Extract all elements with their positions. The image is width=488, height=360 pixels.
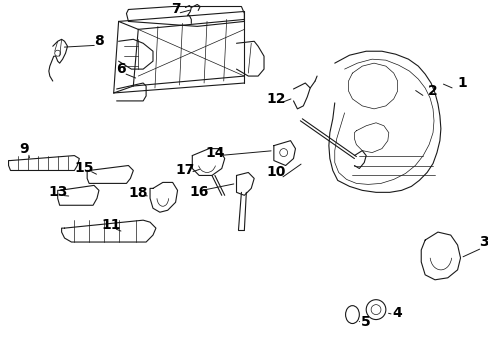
Text: 10: 10 — [265, 166, 285, 180]
Text: 4: 4 — [392, 306, 402, 320]
Text: 12: 12 — [265, 92, 285, 106]
Text: 15: 15 — [74, 162, 94, 175]
Text: 5: 5 — [361, 315, 370, 329]
Text: 2: 2 — [427, 84, 437, 98]
Text: 16: 16 — [189, 185, 208, 199]
Text: 3: 3 — [478, 235, 488, 249]
Text: 11: 11 — [101, 218, 120, 232]
Text: 1: 1 — [457, 76, 467, 90]
Text: 7: 7 — [170, 3, 180, 17]
Text: 9: 9 — [20, 141, 29, 156]
Text: 18: 18 — [128, 186, 148, 200]
Text: 6: 6 — [116, 62, 125, 76]
Text: 17: 17 — [175, 163, 195, 177]
Text: 13: 13 — [48, 185, 67, 199]
Text: 8: 8 — [94, 34, 103, 48]
Text: 14: 14 — [205, 145, 224, 159]
